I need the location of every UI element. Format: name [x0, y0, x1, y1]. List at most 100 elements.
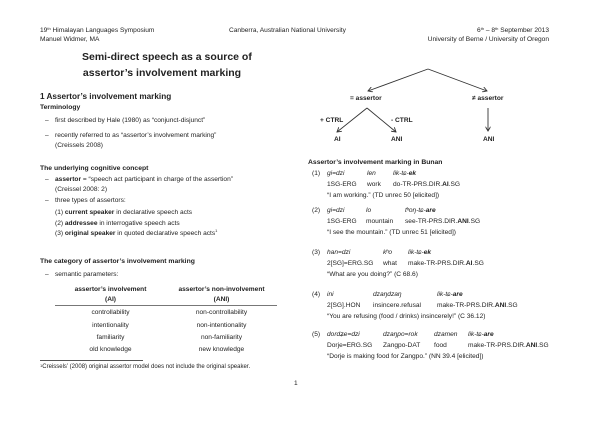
example-gloss: 1SG-ERG [327, 181, 357, 188]
example-gloss: see-TR-PRS.DIR.ANI.SG [405, 218, 480, 225]
header-ani: assertor’s non-involvement (ANI) [178, 286, 265, 303]
parameters-table: assertor’s involvement (AI) assertor’s no… [55, 285, 277, 356]
event-date: 6th – 8th September 2013 [477, 26, 549, 35]
example-word: dzamen [434, 331, 457, 338]
label-minus-ctrl: - CTRL [391, 117, 413, 124]
date-separator: – [484, 27, 492, 34]
footnote: 1Creissels’ (2008) original assertor mod… [40, 363, 251, 371]
concept-bullet-2: – three types of assertors: [45, 197, 126, 204]
morpheme: han=dzi [327, 249, 351, 256]
example-gloss: make-TR-PRS.DIR.ANI.SG [437, 302, 518, 309]
table-row: intentionality non-intentionality [92, 322, 247, 329]
morpheme: lik-tɕ- [468, 331, 484, 338]
example-number: (5) [312, 331, 321, 338]
morpheme: AI [442, 181, 449, 188]
branch-line [368, 68, 429, 91]
example-gloss: insincere.refusal [373, 302, 421, 309]
example-translation: “I see the mountain.” (TD unrec 51 [elic… [327, 229, 456, 236]
example-gloss: food [434, 342, 447, 349]
example-word: len [367, 170, 376, 177]
example-word: ini [327, 291, 334, 298]
example-word: tʰoŋ-tɕ-are [405, 207, 436, 214]
date-start-suffix: th [480, 26, 485, 31]
assertor-types: (1) current speaker in declarative speec… [55, 208, 217, 240]
example-gloss: Zangpo-DAT [383, 342, 420, 349]
morpheme: ANI [525, 342, 538, 349]
morpheme: 2[SG].HON [327, 302, 361, 309]
concept-bullet-1-cont: (Creissel 2008: 2) [55, 186, 108, 193]
terminology-heading: Terminology [40, 104, 81, 111]
author: Manuel Widmer, MA [40, 36, 100, 43]
example-word: lik-tɕ-ek [393, 170, 416, 177]
morpheme: .SG [506, 302, 518, 309]
title-line-1: Semi-direct speech as a source of [82, 51, 252, 63]
example-word: han=dzi [327, 249, 350, 256]
table-row: familiarity non-familiarity [96, 334, 243, 341]
morpheme: insincere.refusal [373, 302, 422, 309]
location: Canberra, Australian National University [229, 27, 346, 34]
example-number: (2) [312, 207, 321, 214]
morpheme: Zangpo-DAT [383, 342, 421, 349]
category-heading: The category of assertor’s involvement m… [40, 258, 195, 265]
date-start: 6 [477, 27, 481, 34]
bullet-text: semantic parameters: [55, 271, 119, 278]
terminology-bullet-1: – first described by Hale (1980) as “conj… [45, 117, 206, 124]
assertor-type-1: (1) current speaker in declarative speec… [55, 209, 193, 216]
affiliation: University of Berne / University of Oreg… [427, 36, 549, 43]
example-word: dzaŋdzaŋ [373, 291, 402, 298]
morpheme: lo [366, 207, 372, 214]
ordinal-suffix: th [47, 26, 51, 31]
morpheme: .SG [448, 181, 461, 188]
node-eq-assertor: = assertor [350, 95, 382, 102]
node-ani-right: ANI [483, 136, 495, 143]
node-ani-left: ANI [391, 136, 403, 143]
morpheme: gi=dzi [327, 207, 345, 214]
terminology-bullet-2: – recently referred to as “assertor’s inv… [45, 132, 217, 139]
node-neq-assertor: ≠ assertor [472, 95, 504, 102]
header-ai: assertor’s involvement (AI) [74, 286, 147, 303]
example-word: dordʑe=dzi [327, 331, 360, 338]
assertor-tree-diagram [300, 68, 600, 150]
branch-line [337, 107, 368, 132]
footnote-divider [40, 360, 143, 361]
morpheme: .SG [468, 218, 481, 225]
bullet-text: recently referred to as “assertor’s invo… [55, 132, 217, 139]
event-title: Himalayan Languages Symposium [52, 27, 155, 34]
page-number: 1 [294, 380, 298, 387]
assertor-type-2: (2) addressee in interrogative speech ac… [55, 219, 180, 227]
example-gloss: 1SG-ERG [327, 218, 357, 225]
example-translation: “What are you doing?” (C 68.6) [327, 271, 418, 278]
example-word: kʰo [383, 249, 392, 256]
example-translation: “You are refusing (food / drinks) insinc… [327, 313, 486, 320]
example-number: (4) [312, 291, 321, 298]
terminology-bullet-2-cont: (Creissels 2008) [55, 142, 104, 149]
morpheme: tʰoŋ-tɕ- [405, 207, 426, 214]
example-word: dzaŋpo=rok [383, 331, 418, 338]
example-translation: “I am working.” (TD unrec 50 [elicited]) [327, 192, 440, 199]
example-word: lo [366, 207, 371, 214]
morpheme: kʰo [383, 249, 392, 256]
event-ordinal: 19 [40, 27, 48, 34]
node-ai: AI [334, 136, 341, 143]
morpheme: len [367, 170, 376, 177]
date-end: 8 [491, 27, 496, 34]
morpheme: gi=dzi [327, 170, 345, 177]
example-gloss: do-TR-PRS.DIR.AI.SG [393, 181, 460, 188]
morpheme: see-TR-PRS.DIR. [405, 218, 458, 225]
morpheme: dzaŋdzaŋ [373, 291, 402, 298]
morpheme: are [483, 331, 494, 338]
morpheme: dzamen [434, 331, 458, 338]
morpheme: lik-tɕ- [437, 291, 453, 298]
label-plus-ctrl: + CTRL [320, 117, 344, 124]
example-gloss: mountain [366, 218, 393, 225]
title-line-2: assertor’s involvement marking [82, 67, 242, 79]
morpheme: Dorje=ERG.SG [327, 342, 373, 349]
example-gloss: make-TR-PRS.DIR.AI.SG [408, 260, 484, 267]
morpheme: 2[SG]=ERG.SG [327, 260, 374, 267]
morpheme: make-TR-PRS.DIR. [468, 342, 526, 349]
morpheme: ANI [494, 302, 507, 309]
date-month-year: September 2013 [498, 27, 549, 34]
branch-line [366, 107, 396, 132]
section-heading: 1 Assertor’s involvement marking [40, 92, 172, 101]
morpheme: dzaŋpo=rok [383, 331, 418, 338]
